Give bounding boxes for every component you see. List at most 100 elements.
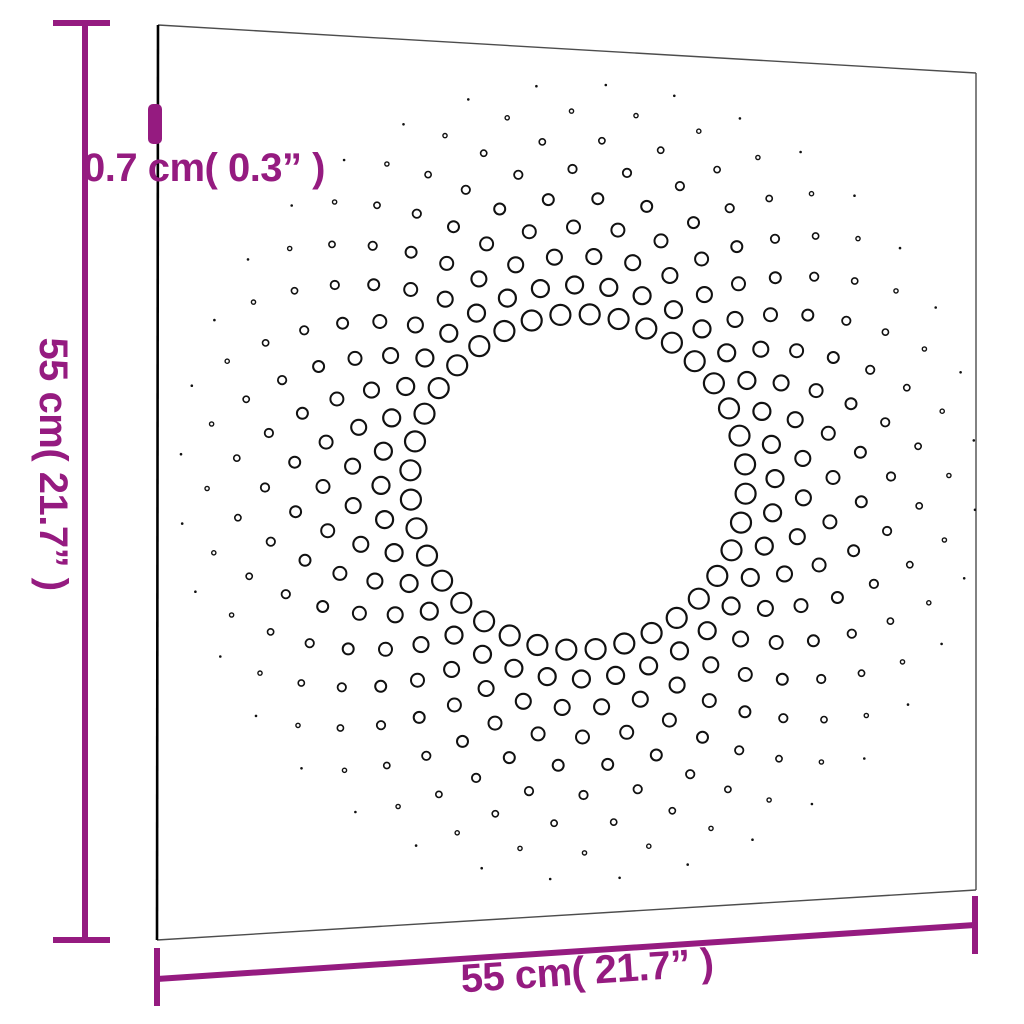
pattern-dot [940,642,943,646]
pattern-dot [399,573,419,594]
pattern-dot [351,605,367,621]
pattern-dot [336,316,350,330]
width-label: 55 cm( 21.7” ) [459,941,715,1002]
pattern-dot [605,665,626,686]
pattern-dot [290,286,299,295]
pattern-dot [551,758,565,772]
pattern-dot [578,789,589,801]
pattern-dot [717,343,737,363]
pattern-dot [766,797,772,803]
pattern-dot [541,193,555,207]
pattern-dot [706,564,729,588]
pattern-dot [347,350,363,366]
pattern-dot [775,672,789,686]
thickness-marker [148,104,162,144]
pattern-dot [442,132,448,139]
pattern-dot [610,222,626,238]
pattern-dot [846,628,857,639]
pattern-dot [702,372,726,395]
height-dimension: 55 cm( 21.7” ) [31,20,110,943]
pattern-dot [638,656,659,676]
pattern-dot [646,843,652,850]
pattern-dot [881,525,893,537]
pattern-dot [567,163,578,175]
pattern-dot [754,536,774,556]
pattern-dot [568,108,575,114]
pattern-dot [810,802,814,806]
width-dimension-line [156,922,976,982]
pattern-dot [613,632,636,655]
pattern-dot [788,528,806,546]
pattern-dot [224,358,230,365]
pattern-dot [328,240,336,249]
sunburst-dot-pattern [179,83,976,881]
pattern-dot [729,511,753,534]
pattern-dot [640,199,654,213]
pattern-dot [633,112,639,119]
pattern-dot [367,240,378,251]
pattern-dot [396,376,416,397]
pattern-dot [811,232,820,240]
pattern-dot [419,601,439,621]
pattern-dot [352,535,370,553]
pattern-dot [332,565,348,581]
pattern-dot [550,819,558,828]
pattern-dot [555,638,578,661]
pattern-dot [934,306,937,309]
pattern-dot [763,307,778,323]
pattern-dot [886,617,895,625]
pattern-dot [772,374,790,392]
pattern-dot [696,730,709,744]
pattern-dot [893,288,899,294]
pattern-dot [609,818,618,826]
pattern-dot [881,328,890,336]
pattern-dot [374,679,388,693]
pattern-dot [288,455,302,469]
pattern-dot [413,402,436,425]
pattern-dot [661,266,679,285]
pattern-dot [673,94,676,98]
pattern-dot [899,659,906,665]
pattern-dot [473,610,496,633]
pattern-dot [259,482,271,493]
pattern-dot [820,425,836,441]
pattern-dot [297,679,306,687]
pattern-dot [406,316,424,334]
pattern-dot [731,276,746,292]
thickness-dimension: 0.7 cm( 0.3” ) [83,104,326,190]
pattern-dot [734,482,757,505]
pattern-dot [405,517,428,540]
pattern-dot [683,350,706,373]
pattern-dot [762,503,783,523]
pattern-dot [404,245,418,259]
pattern-dot [618,876,621,880]
pattern-dot [454,830,461,836]
pattern-dot [591,192,605,206]
pattern-dot [375,720,387,731]
pattern-dot [443,660,461,678]
pattern-dot [493,202,507,216]
pattern-dot [318,434,334,450]
pattern-dot [439,255,455,271]
pattern-dot [410,672,425,688]
pattern-dot [336,724,345,732]
pattern-dot [730,240,744,254]
panel-edge-left [155,24,160,941]
pattern-dot [863,712,870,719]
pattern-dot [373,201,381,210]
pattern-dot [921,346,928,352]
pattern-dot [246,258,250,261]
pattern-dot [902,383,911,392]
pattern-dot [914,442,922,451]
pattern-dot [257,670,263,676]
pattern-dot [329,391,345,407]
pattern-dot [768,635,784,650]
pattern-dot [926,600,932,606]
pattern-dot [663,300,684,320]
pattern-dot [431,569,454,592]
pattern-dot [738,117,742,120]
pattern-dot [738,705,752,719]
pattern-dot [399,459,422,482]
